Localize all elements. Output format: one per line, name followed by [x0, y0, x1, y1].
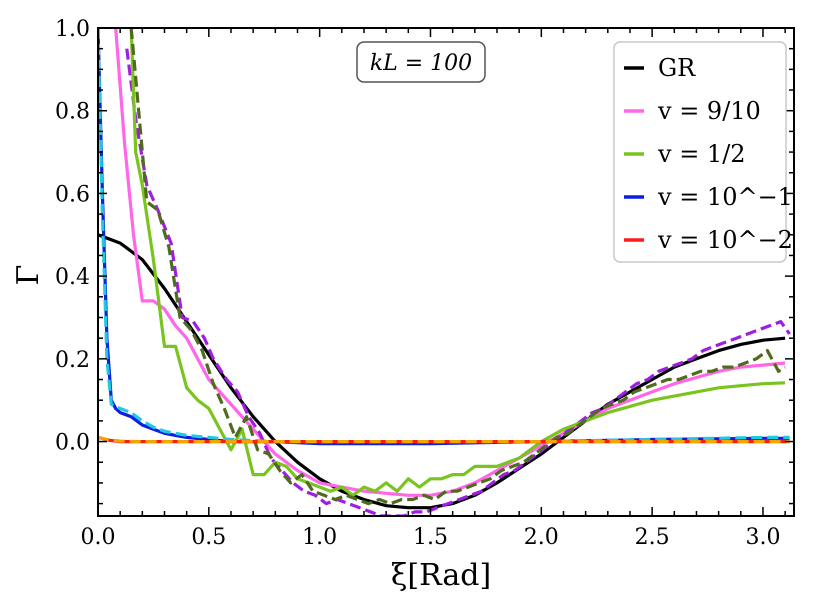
series-line-1	[114, 28, 786, 497]
y-axis-label: Γ	[11, 265, 46, 286]
x-axis-label: ξ[Rad]	[391, 558, 491, 593]
legend-frame	[613, 41, 787, 263]
series-line-0	[98, 233, 786, 510]
legend-label-3: v = 10^−1	[657, 183, 793, 211]
x-tick-label: 1.5	[413, 525, 448, 550]
series-layer	[98, 28, 791, 516]
annotation-box: kL = 100	[356, 41, 486, 83]
legend: GR v = 9/10 v = 1/2 v = 10^−1 v = 10^−2	[613, 41, 793, 263]
plot-frame	[97, 27, 795, 517]
series-line-3	[129, 28, 786, 497]
x-tick-label: 2.0	[524, 525, 559, 550]
tick-layer	[97, 27, 794, 516]
y-tick-label: 0.0	[55, 431, 90, 456]
x-tick-label: 3.0	[745, 525, 780, 550]
y-tick-label: 0.6	[55, 182, 90, 207]
x-tick-label: 2.5	[635, 525, 670, 550]
x-tick-label: 0.0	[81, 525, 116, 550]
legend-label-4: v = 10^−2	[657, 226, 793, 254]
y-tick-label: 0.4	[55, 265, 90, 290]
series-line-2	[125, 48, 791, 516]
legend-label-2: v = 1/2	[657, 140, 746, 168]
y-tick-label: 0.2	[55, 348, 90, 373]
y-tick-label: 0.8	[55, 100, 90, 125]
y-tick-label: 1.0	[55, 17, 90, 42]
tick-label-layer: 0.0 0.5 1.0 1.5 2.0 2.5 3.0 0.0 0.2 0.4 0.6 0.8 1.0	[55, 17, 780, 550]
annotation-text: kL = 100	[370, 51, 472, 76]
legend-label-1: v = 9/10	[657, 97, 761, 125]
x-tick-label: 0.5	[191, 525, 226, 550]
legend-items: GR v = 9/10 v = 1/2 v = 10^−1 v = 10^−2	[624, 54, 793, 254]
series-line-4	[129, 28, 786, 506]
series-line-8	[98, 435, 790, 444]
x-tick-label: 1.0	[302, 525, 337, 550]
legend-label-0: GR	[658, 54, 696, 82]
